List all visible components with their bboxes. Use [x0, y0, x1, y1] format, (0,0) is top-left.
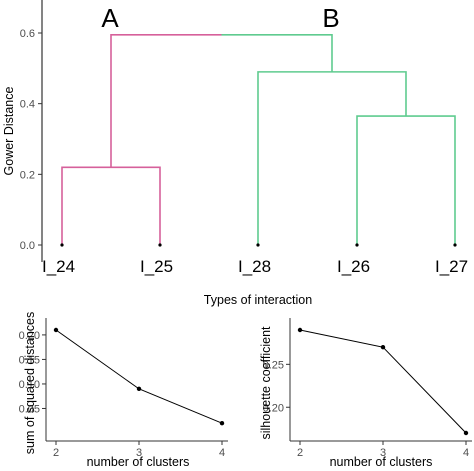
leaf-point [158, 243, 162, 247]
x-tick-label: 2 [297, 447, 303, 459]
ssd-y-axis-label: sum of squared distances [23, 312, 37, 454]
dendrogram-link [110, 33, 222, 168]
dendrogram-y-tick-label: 0.4 [20, 99, 35, 111]
ssd-series [53, 327, 225, 426]
dendrogram-link [257, 71, 407, 245]
dendrogram-y-tick-label: 0.6 [20, 28, 35, 40]
leaf-label: I_24 [42, 257, 75, 276]
leaf-point [453, 243, 457, 247]
x-tick-label: 2 [53, 447, 59, 459]
dendrogram-link [356, 115, 456, 245]
y-tick-label: 0.10 [19, 379, 40, 391]
silhouette-y-ticks: 0.20 0.25 [263, 359, 290, 414]
data-point [219, 420, 225, 426]
dendrogram-y-ticks: 0.0 0.2 0.4 0.6 [20, 28, 42, 252]
y-tick-label: 0.15 [19, 354, 40, 366]
data-point [136, 386, 142, 392]
x-tick-label: 4 [219, 447, 225, 459]
dendrogram-link [61, 166, 161, 245]
silhouette-x-ticks: 2 3 4 [297, 441, 469, 459]
dendrogram-y-tick-label: 0.2 [20, 169, 35, 181]
data-point [380, 344, 386, 350]
leaf-point [60, 243, 64, 247]
dendrogram-links [60, 33, 457, 247]
series-line [55, 329, 223, 424]
data-point [53, 327, 59, 333]
silhouette-y-axis-label: silhouette coefficient [259, 326, 273, 440]
y-tick-label: 0.05 [19, 403, 40, 415]
y-tick-label: 0.25 [263, 359, 284, 371]
silhouette-series [297, 327, 469, 436]
leaf-label: I_27 [435, 257, 468, 276]
ssd-x-ticks: 2 3 4 [53, 441, 225, 459]
leaf-point [256, 243, 260, 247]
data-point [463, 430, 469, 436]
dendrogram-link [221, 33, 333, 72]
leaf-label: I_28 [238, 257, 271, 276]
x-tick-label: 3 [136, 447, 142, 459]
data-point [297, 327, 303, 333]
cluster-label: B [322, 3, 339, 33]
y-tick-label: 0.20 [19, 330, 40, 342]
ssd-panel: 0.05 0.10 0.15 0.20 2 3 4 sum of squared dist… [19, 312, 228, 469]
dendrogram-x-axis-label: Types of interaction [204, 293, 312, 307]
x-tick-label: 4 [463, 447, 469, 459]
cluster-label: A [101, 3, 119, 33]
silhouette-x-axis-label: number of clusters [330, 455, 433, 469]
ssd-x-axis-label: number of clusters [87, 455, 190, 469]
dendrogram-y-axis-label: Gower Distance [2, 86, 16, 175]
leaf-point [355, 243, 359, 247]
leaf-label: I_26 [337, 257, 370, 276]
leaf-label: I_25 [140, 257, 173, 276]
silhouette-panel: 0.20 0.25 2 3 4 silhouette coefficient numb… [259, 318, 472, 469]
ssd-y-ticks: 0.05 0.10 0.15 0.20 [19, 330, 46, 415]
x-tick-label: 3 [380, 447, 386, 459]
dendrogram-y-tick-label: 0.0 [20, 240, 35, 252]
dendrogram-leaf-labels: I_24 I_25 I_28 I_26 I_27 [42, 257, 468, 276]
y-tick-label: 0.20 [263, 402, 284, 414]
